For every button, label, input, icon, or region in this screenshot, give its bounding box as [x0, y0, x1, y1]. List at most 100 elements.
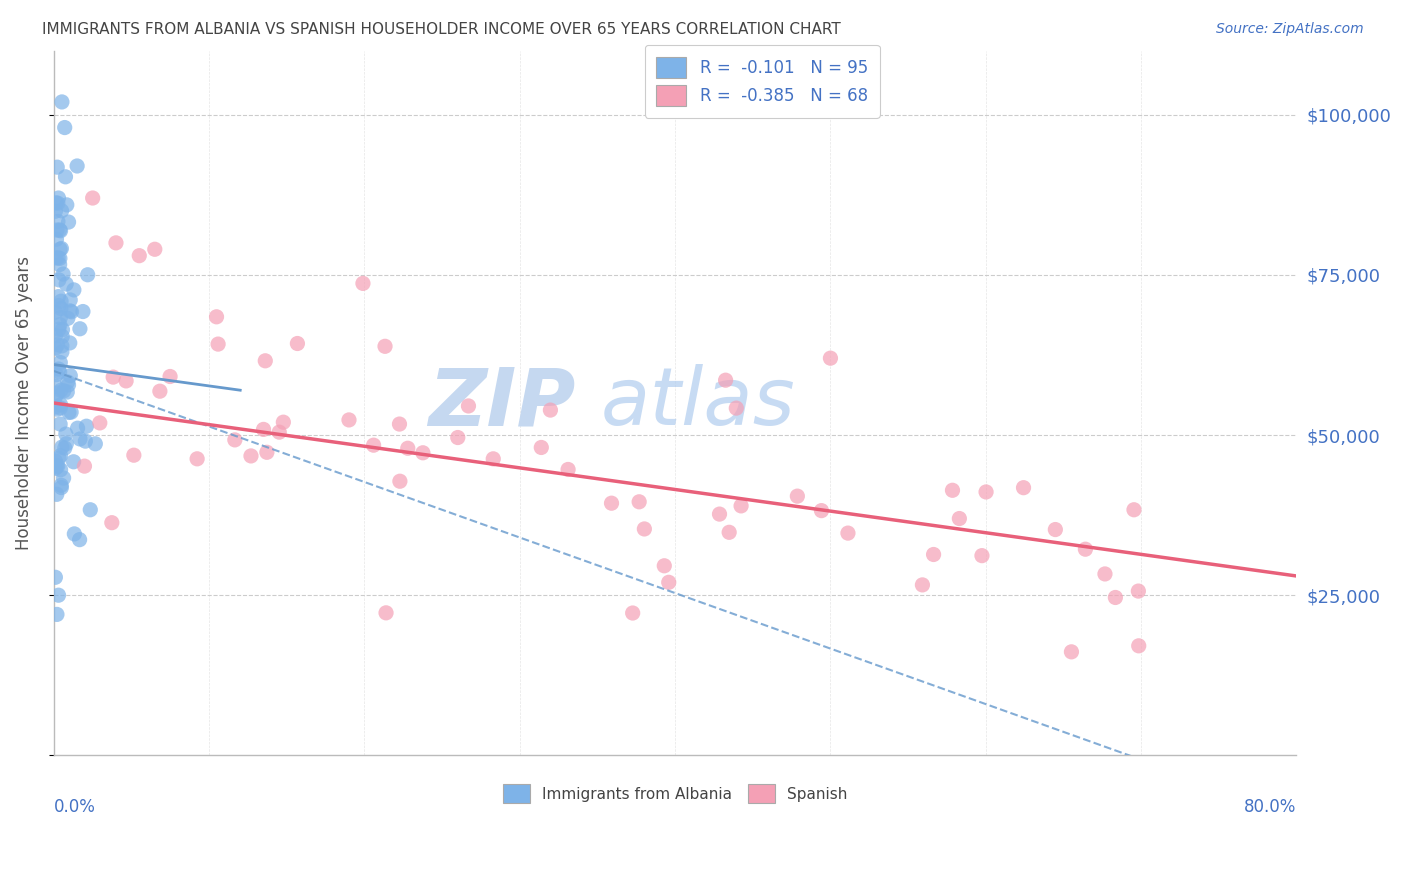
Point [224, 433, 246, 447]
Text: 80.0%: 80.0% [1244, 797, 1296, 815]
Point [101, 516, 124, 530]
Point [49, 252, 72, 266]
Point [44, 305, 66, 319]
Point [1045, 523, 1067, 537]
Point [55, 169, 77, 184]
Point [51, 323, 73, 337]
Point [52, 267, 75, 281]
Point [49, 449, 72, 463]
Point [287, 336, 309, 351]
Point [1128, 639, 1150, 653]
Point [48, 298, 70, 312]
Point [51, 329, 73, 343]
Point [128, 249, 150, 263]
Point [820, 351, 842, 366]
Point [1123, 502, 1146, 516]
Point [115, 374, 138, 388]
Point [46, 337, 69, 351]
Point [84, 437, 107, 451]
Point [48, 322, 70, 336]
Point [59, 335, 82, 350]
Point [49, 384, 72, 398]
Point [48, 588, 70, 602]
Point [46, 251, 69, 265]
Text: atlas: atlas [600, 364, 796, 442]
Point [363, 438, 385, 452]
Point [44, 454, 66, 468]
Point [1060, 645, 1083, 659]
Point [56, 384, 79, 399]
Point [46, 402, 69, 417]
Point [44, 328, 66, 343]
Text: IMMIGRANTS FROM ALBANIA VS SPANISH HOUSEHOLDER INCOME OVER 65 YEARS CORRELATION : IMMIGRANTS FROM ALBANIA VS SPANISH HOUSE… [42, 22, 841, 37]
Point [52, 384, 75, 398]
Point [628, 495, 651, 509]
Point [45, 607, 67, 622]
Point [51, 339, 73, 353]
Point [82, 191, 104, 205]
Point [49, 242, 72, 256]
Point [104, 235, 127, 250]
Point [240, 449, 263, 463]
Point [45, 368, 67, 382]
Point [55, 427, 77, 442]
Point [49, 417, 72, 431]
Point [52, 471, 75, 485]
Point [51, 242, 73, 256]
Point [59, 303, 82, 318]
Point [76, 268, 98, 282]
Point [48, 273, 70, 287]
Point [58, 215, 80, 229]
Point [375, 606, 398, 620]
Point [621, 606, 644, 620]
Point [786, 489, 808, 503]
Point [730, 499, 752, 513]
Point [911, 578, 934, 592]
Point [49, 355, 72, 369]
Point [1094, 566, 1116, 581]
Text: ZIP: ZIP [429, 364, 575, 442]
Point [143, 242, 166, 256]
Point [45, 223, 67, 237]
Point [48, 290, 70, 304]
Point [66, 159, 89, 173]
Point [941, 483, 963, 498]
Point [970, 549, 993, 563]
Point [58, 377, 80, 392]
Point [66, 421, 89, 435]
Point [388, 474, 411, 488]
Point [69, 533, 91, 547]
Point [205, 310, 228, 324]
Point [48, 365, 70, 379]
Point [374, 339, 396, 353]
Point [72, 304, 94, 318]
Point [48, 223, 70, 237]
Point [49, 318, 72, 332]
Point [922, 548, 945, 562]
Point [49, 401, 72, 415]
Point [59, 368, 82, 383]
Point [837, 526, 859, 541]
Point [45, 459, 67, 474]
Point [44, 204, 66, 219]
Point [69, 432, 91, 446]
Point [186, 451, 208, 466]
Point [457, 399, 479, 413]
Point [482, 451, 505, 466]
Point [58, 405, 80, 419]
Point [652, 558, 675, 573]
Point [49, 294, 72, 309]
Point [447, 431, 470, 445]
Point [62, 455, 84, 469]
Point [1012, 481, 1035, 495]
Point [56, 375, 79, 389]
Point [45, 251, 67, 265]
Point [56, 311, 79, 326]
Point [538, 403, 561, 417]
Point [337, 413, 360, 427]
Point [48, 362, 70, 376]
Point [254, 353, 277, 368]
Point [256, 445, 278, 459]
Point [149, 384, 172, 399]
Point [974, 485, 997, 500]
